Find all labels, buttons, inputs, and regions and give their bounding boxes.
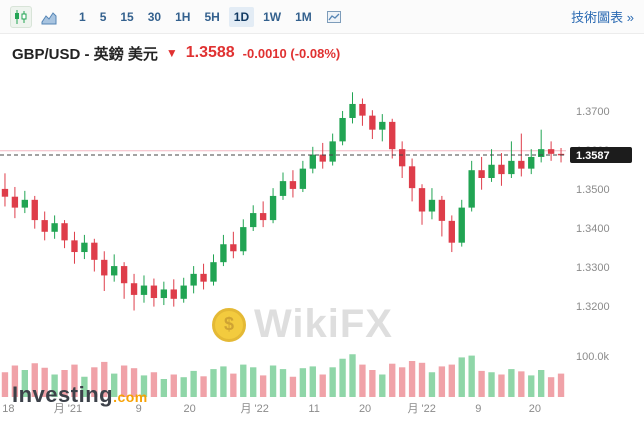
svg-text:1.3587: 1.3587 xyxy=(576,150,610,162)
svg-text:1.3300: 1.3300 xyxy=(576,262,610,274)
timeframe-30-button[interactable]: 30 xyxy=(143,7,166,27)
instrument-header: GBP/USD - 英鎊 美元 ▼ 1.3588 -0.0010 (-0.08%… xyxy=(0,34,644,72)
candlestick-chart-type-button[interactable] xyxy=(10,5,32,28)
candlestick-icon xyxy=(15,9,27,24)
chart-toolbar: 1 5 15 30 1H 5H 1D 1W 1M 技術圖表 » xyxy=(0,0,644,34)
svg-text:20: 20 xyxy=(529,403,541,415)
candles-group xyxy=(1,92,565,311)
timeframe-15-button[interactable]: 15 xyxy=(115,7,138,27)
instrument-name: GBP/USD - 英鎊 美元 xyxy=(12,45,158,63)
area-chart-icon xyxy=(41,11,57,24)
time-axis-labels: 18 月 '21 9 20 月 '22 11 20 月 '22 9 20 xyxy=(2,403,541,415)
svg-text:9: 9 xyxy=(136,403,142,415)
last-price: 1.3588 xyxy=(185,44,235,61)
candlestick-chart[interactable]: 1.37001.36001.35001.34001.33001.32001.35… xyxy=(0,72,644,427)
price-direction-down-icon: ▼ xyxy=(165,46,178,60)
svg-text:11: 11 xyxy=(308,403,319,415)
svg-text:月 '22: 月 '22 xyxy=(240,403,268,415)
timeframe-5h-button[interactable]: 5H xyxy=(199,7,224,27)
svg-text:100.0k: 100.0k xyxy=(576,351,610,363)
svg-text:月 '21: 月 '21 xyxy=(54,403,82,415)
timeframe-group: 1 5 15 30 1H 5H 1D 1W 1M xyxy=(74,6,317,27)
area-chart-type-button[interactable] xyxy=(38,6,60,28)
svg-text:月 '22: 月 '22 xyxy=(407,403,435,415)
svg-text:1.3200: 1.3200 xyxy=(576,301,610,313)
indicators-button[interactable] xyxy=(323,6,345,28)
volume-axis-label: 100.0k xyxy=(576,351,610,363)
svg-text:1.3500: 1.3500 xyxy=(576,184,610,196)
logo-name: Investing xyxy=(12,382,114,407)
timeframe-1w-button[interactable]: 1W xyxy=(258,7,286,27)
technical-chart-link[interactable]: 技術圖表 » xyxy=(571,10,634,25)
svg-text:1.3700: 1.3700 xyxy=(576,106,610,118)
svg-text:20: 20 xyxy=(359,403,371,415)
chart-area[interactable]: 1.37001.36001.35001.34001.33001.32001.35… xyxy=(0,72,644,429)
investing-logo[interactable]: Investing.com xyxy=(12,382,148,408)
svg-text:20: 20 xyxy=(183,403,195,415)
svg-text:18: 18 xyxy=(2,403,14,415)
volume-bars-group xyxy=(1,354,565,397)
svg-text:9: 9 xyxy=(475,403,481,415)
timeframe-1d-button[interactable]: 1D xyxy=(228,6,255,27)
price-change: -0.0010 (-0.08%) xyxy=(242,45,341,61)
logo-suffix: .com xyxy=(113,389,148,405)
timeframe-1-button[interactable]: 1 xyxy=(74,7,91,27)
current-price-badge: 1.3587 xyxy=(570,147,632,164)
timeframe-1h-button[interactable]: 1H xyxy=(170,7,195,27)
timeframe-5-button[interactable]: 5 xyxy=(95,7,112,27)
indicators-icon xyxy=(326,10,341,23)
svg-text:1.3400: 1.3400 xyxy=(576,223,610,235)
timeframe-1m-button[interactable]: 1M xyxy=(290,7,317,27)
